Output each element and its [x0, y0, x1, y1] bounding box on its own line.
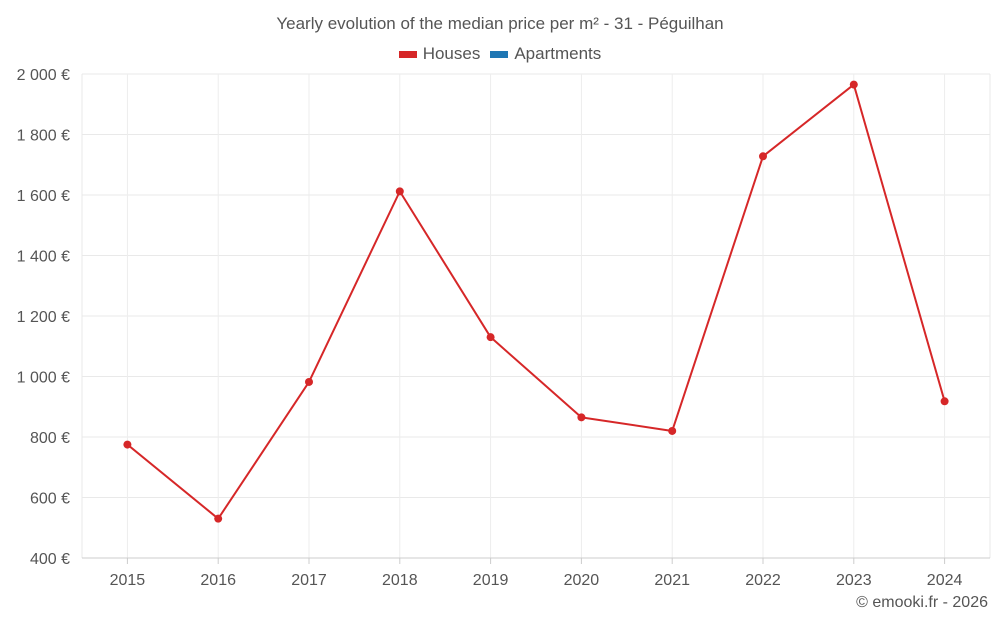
legend-label-houses: Houses	[422, 44, 481, 63]
data-point-houses-2020	[577, 413, 586, 422]
y-tick-label: 1 200 €	[17, 309, 70, 326]
data-point-houses-2022	[759, 152, 767, 161]
x-tick-label: 2019	[473, 572, 509, 589]
x-tick-label: 2024	[927, 572, 963, 589]
x-tick-label: 2023	[836, 572, 872, 589]
y-tick-label: 1 000 €	[17, 370, 70, 387]
x-tick-label: 2022	[745, 572, 781, 589]
data-point-houses-2017	[305, 377, 313, 386]
x-tick-label: 2016	[200, 572, 236, 589]
credit-text: © emooki.fr - 2026	[856, 594, 988, 611]
legend-swatch-apartments	[490, 50, 509, 58]
legend-item-apartments[interactable]: Apartments	[490, 44, 601, 64]
x-tick-label: 2015	[110, 572, 146, 589]
x-tick-label: 2021	[654, 572, 690, 589]
y-tick-label: 800 €	[30, 430, 70, 447]
data-point-houses-2016	[214, 514, 223, 523]
legend-item-houses[interactable]: Houses	[398, 44, 481, 64]
legend: Houses Apartments	[0, 44, 1000, 64]
x-tick-label: 2018	[382, 572, 418, 589]
legend-label-apartments: Apartments	[514, 44, 602, 63]
data-point-houses-2023	[849, 80, 858, 89]
y-tick-label: 1 600 €	[17, 188, 70, 205]
data-point-houses-2024	[940, 397, 949, 406]
y-tick-label: 1 400 €	[17, 249, 70, 266]
chart-title: Yearly evolution of the median price per…	[276, 14, 724, 33]
legend-swatch-houses	[398, 50, 417, 58]
data-point-houses-2018	[395, 187, 404, 196]
y-tick-label: 2 000 €	[17, 67, 70, 84]
x-tick-label: 2020	[564, 572, 600, 589]
data-point-houses-2019	[486, 333, 495, 342]
data-point-houses-2021	[668, 426, 677, 435]
series-line-houses	[126, 83, 946, 520]
data-point-houses-2015	[123, 440, 132, 449]
y-tick-label: 400 €	[30, 551, 70, 568]
y-tick-label: 600 €	[30, 491, 70, 508]
y-tick-label: 1 800 €	[17, 128, 70, 145]
x-tick-label: 2017	[291, 572, 327, 589]
